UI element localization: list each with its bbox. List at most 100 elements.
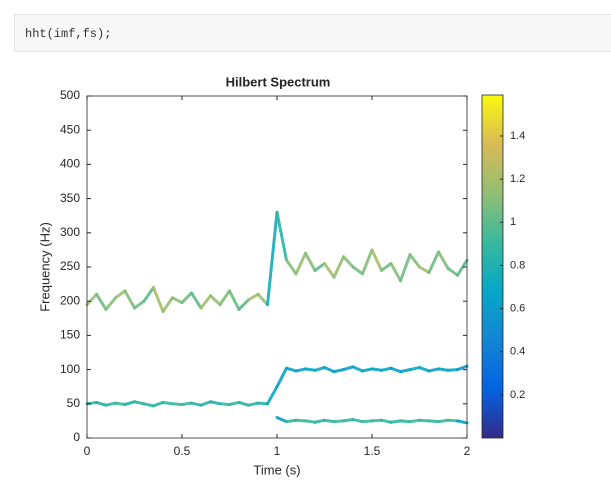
spectrum-segment bbox=[408, 366, 421, 372]
spectrum-segment bbox=[294, 367, 307, 373]
spectrum-segment bbox=[104, 401, 117, 407]
spectrum-segment bbox=[370, 248, 383, 272]
spectrum-segment bbox=[332, 419, 345, 424]
spectrum-segment bbox=[399, 253, 412, 283]
spectrum-segment bbox=[427, 250, 440, 274]
spectrum-segment bbox=[323, 418, 336, 424]
spectrum-segment bbox=[399, 368, 412, 374]
spectrum-segment bbox=[114, 401, 127, 406]
spectrum-segment bbox=[456, 258, 469, 277]
spectrum-segment bbox=[323, 366, 336, 374]
spectrum-segment bbox=[266, 210, 279, 307]
plot-area bbox=[87, 96, 467, 438]
spectrum-segment bbox=[123, 400, 136, 406]
spectrum-segment bbox=[361, 248, 374, 276]
x-tick-label: 1.5 bbox=[364, 444, 381, 458]
y-tick-label: 350 bbox=[60, 191, 80, 205]
spectrum-segment bbox=[351, 365, 364, 373]
spectrum-segment bbox=[190, 291, 203, 310]
spectrum-segment bbox=[190, 401, 203, 407]
x-tick-label: 1 bbox=[274, 444, 281, 458]
spectrum-segment bbox=[313, 262, 326, 272]
spectrum-segment bbox=[85, 292, 98, 307]
spectrum-segment bbox=[180, 401, 193, 406]
spectrum-segment bbox=[161, 296, 174, 313]
spectrum-segment bbox=[370, 418, 383, 423]
spectrum-segment bbox=[437, 367, 450, 372]
spectrum-segment bbox=[161, 400, 174, 406]
spectrum-segment bbox=[389, 262, 402, 283]
spectrum-segment bbox=[237, 298, 250, 311]
spectrum-segment bbox=[389, 366, 402, 374]
spectrum-segment bbox=[437, 418, 450, 424]
spectrum-segment bbox=[418, 366, 431, 373]
spectrum-segment bbox=[446, 368, 459, 372]
y-tick-label: 500 bbox=[60, 88, 80, 102]
colorbar-tick-label: 1.2 bbox=[510, 173, 525, 185]
spectrum-segment bbox=[285, 366, 298, 373]
spectrum-segment bbox=[351, 418, 364, 424]
spectrum-segment bbox=[332, 368, 345, 374]
spectrum-segment bbox=[342, 255, 355, 269]
spectrum-segment bbox=[380, 418, 393, 424]
spectrum-segment bbox=[256, 292, 269, 307]
x-axis-label: Time (s) bbox=[253, 462, 300, 477]
spectrum-segment bbox=[389, 419, 402, 424]
code-block: hht(imf,fs); bbox=[14, 14, 611, 52]
y-tick-label: 200 bbox=[60, 293, 80, 307]
chart-title: Hilbert Spectrum bbox=[226, 74, 331, 89]
spectrum-segment bbox=[95, 400, 108, 407]
y-tick-label: 300 bbox=[60, 225, 80, 239]
spectrum-segment bbox=[180, 291, 193, 305]
spectrum-segment bbox=[304, 419, 317, 424]
y-tick-label: 50 bbox=[67, 396, 81, 410]
spectrum-segment bbox=[123, 289, 136, 310]
x-tick-label: 0 bbox=[84, 444, 91, 458]
spectrum-segment bbox=[114, 289, 127, 300]
colorbar-tick-label: 0.2 bbox=[510, 389, 525, 401]
y-tick-label: 250 bbox=[60, 259, 80, 273]
spectrum-segment bbox=[275, 210, 288, 262]
spectrum-segment bbox=[152, 400, 165, 408]
spectrum-segment bbox=[228, 289, 241, 311]
x-tick-label: 0.5 bbox=[174, 444, 191, 458]
spectrum-segment bbox=[380, 366, 393, 372]
spectrum-segment bbox=[313, 366, 326, 372]
colorbar-tick-label: 0.4 bbox=[510, 346, 525, 358]
spectrum-segment bbox=[152, 286, 165, 313]
y-tick-label: 150 bbox=[60, 328, 80, 342]
spectrum-segment bbox=[228, 400, 241, 406]
colorbar-tick-label: 0.6 bbox=[510, 302, 525, 314]
colorbar-tick-label: 0.8 bbox=[510, 259, 525, 271]
spectrum-segment bbox=[304, 251, 317, 272]
spectrum-segment bbox=[304, 367, 317, 372]
spectrum-segment bbox=[199, 400, 212, 407]
spectrum-segment bbox=[142, 402, 155, 408]
spectrum-segment bbox=[456, 419, 469, 425]
spectrum-segment bbox=[247, 401, 260, 407]
spectrum-segment bbox=[133, 299, 146, 310]
x-tick-label: 2 bbox=[464, 444, 471, 458]
spectrum-segment bbox=[95, 292, 108, 311]
spectrum-segment bbox=[104, 296, 117, 311]
spectrum-segment bbox=[237, 400, 250, 407]
spectrum-segment bbox=[361, 367, 374, 373]
spectrum-segment bbox=[294, 251, 307, 276]
spectrum-segment bbox=[256, 401, 269, 406]
spectrum-segment bbox=[380, 262, 393, 272]
spectrum-segment bbox=[446, 266, 459, 277]
spectrum-segment bbox=[266, 385, 279, 406]
spectrum-segment bbox=[218, 289, 231, 307]
spectrum-segment bbox=[199, 294, 212, 310]
colorbar bbox=[481, 94, 504, 439]
spectrum-segment bbox=[323, 262, 336, 279]
spectrum-segment bbox=[342, 418, 355, 423]
spectrum-segment bbox=[418, 265, 431, 274]
spectrum-segment bbox=[142, 286, 155, 303]
y-tick-label: 100 bbox=[60, 362, 80, 376]
spectrum-segment bbox=[275, 415, 288, 424]
spectrum-segment bbox=[209, 294, 222, 307]
spectrum-segment bbox=[275, 366, 288, 389]
